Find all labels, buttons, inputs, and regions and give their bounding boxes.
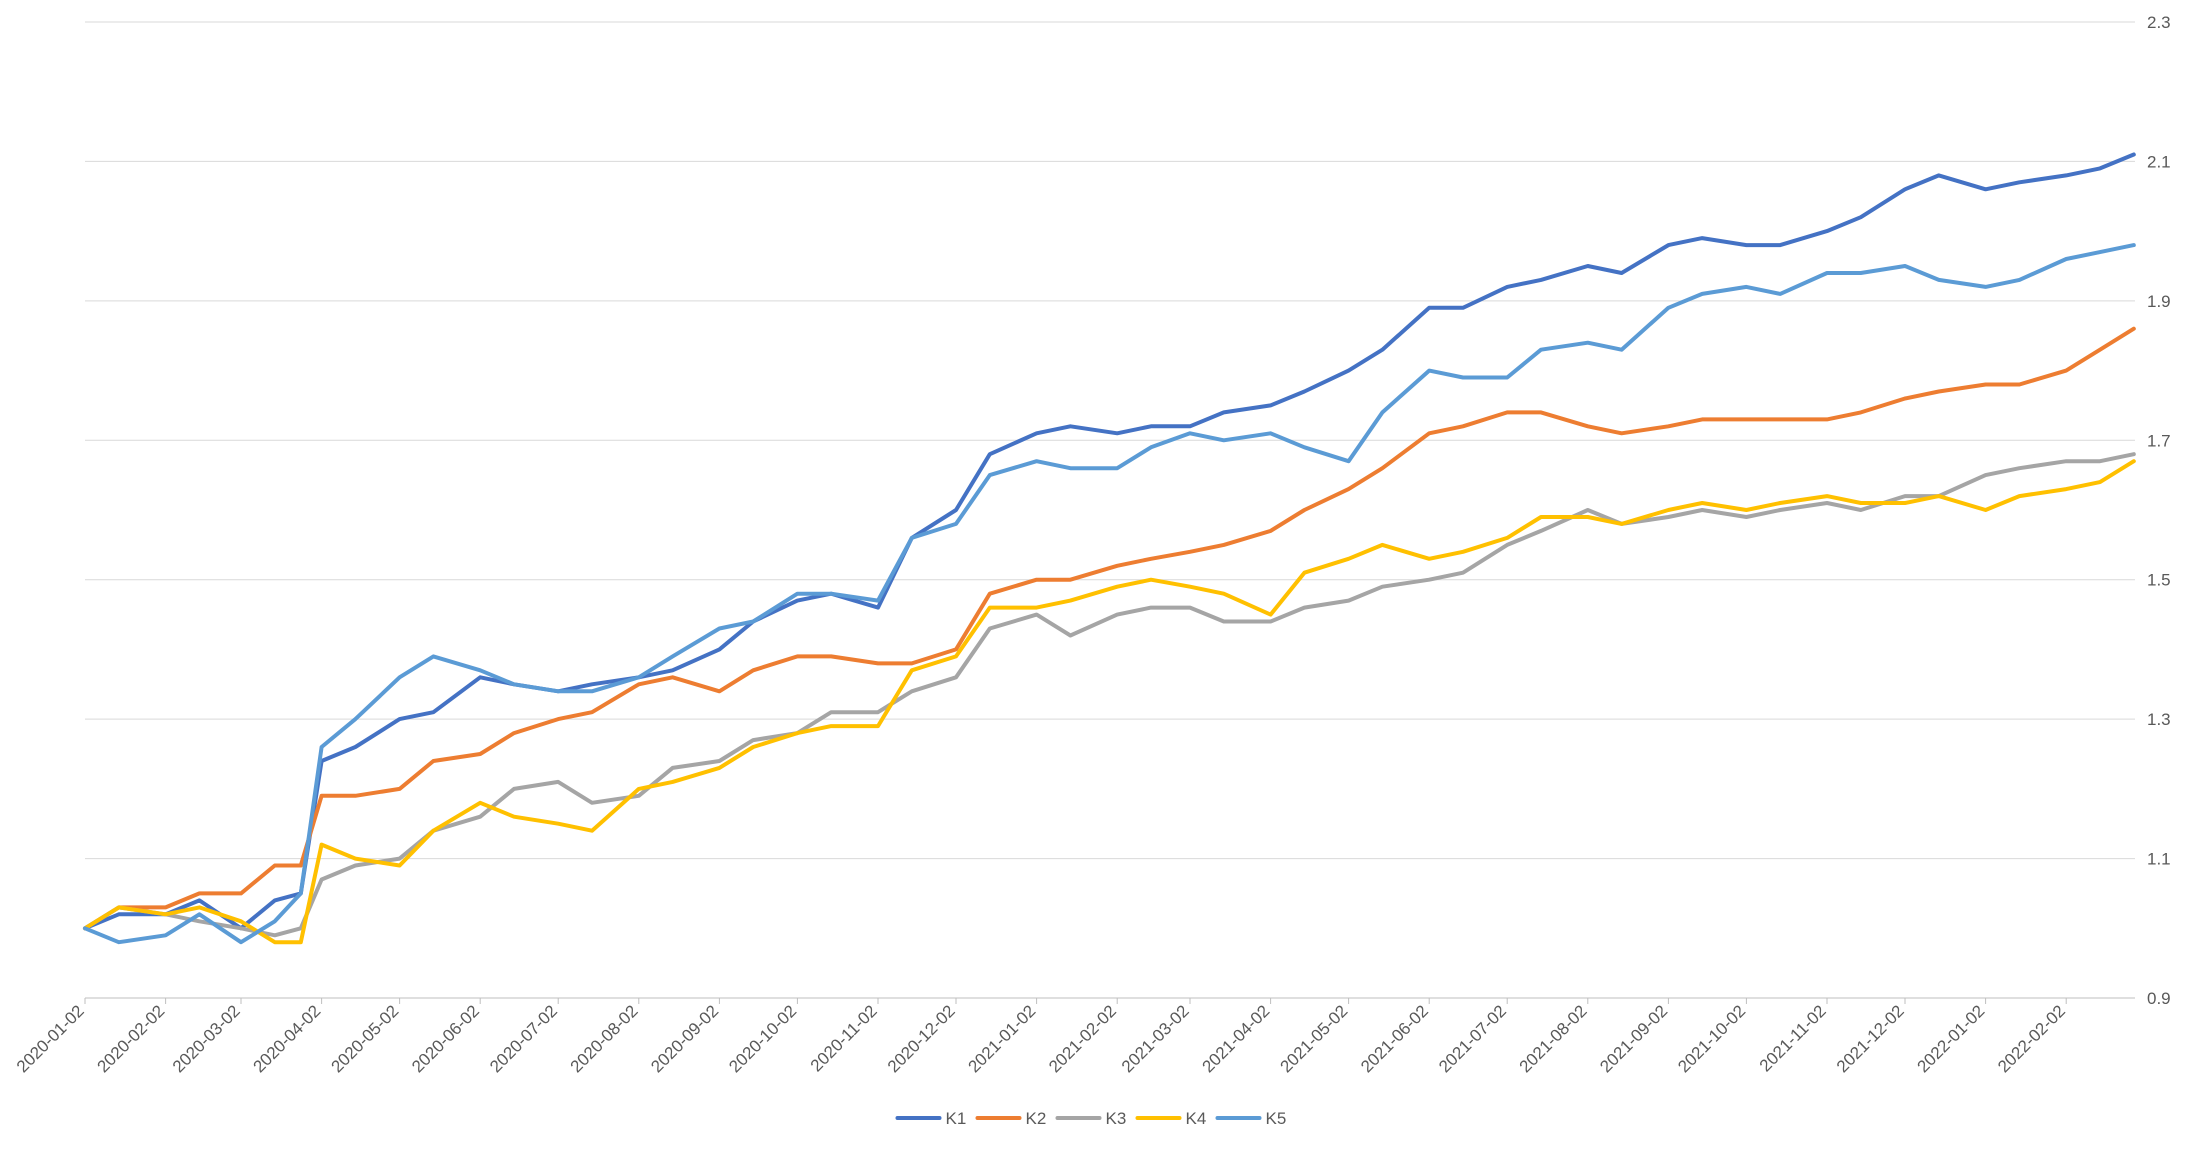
series-line-k3 [83, 452, 2136, 938]
series-line-k1 [83, 152, 2136, 931]
y-tick-label: 0.9 [2147, 989, 2171, 1008]
y-tick-label: 1.1 [2147, 850, 2171, 869]
legend-item-k5[interactable]: K5 [1215, 1109, 1287, 1128]
y-tick-label: 1.3 [2147, 710, 2171, 729]
series-line-k4 [83, 459, 2136, 945]
legend-item-k3[interactable]: K3 [1055, 1109, 1127, 1128]
legend-item-k4[interactable]: K4 [1135, 1109, 1207, 1128]
y-tick-label: 1.9 [2147, 292, 2171, 311]
y-tick-label: 1.7 [2147, 431, 2171, 450]
y-tick-label: 2.3 [2147, 13, 2171, 32]
y-axis-ticks: 0.9 1.1 1.3 1.5 1.7 1.9 2.1 2.3 [2147, 13, 2171, 1008]
series-line-k5 [83, 243, 2136, 945]
series-lines [83, 152, 2136, 945]
legend-item-k2[interactable]: K2 [975, 1109, 1047, 1128]
series-line-k2 [83, 326, 2136, 931]
legend[interactable]: K1 K2 K3 K4 K5 [895, 1109, 1287, 1128]
legend-item-k1[interactable]: K1 [895, 1109, 967, 1128]
gridlines [85, 21, 2135, 860]
legend-label: K4 [1186, 1109, 1207, 1128]
y-tick-label: 1.5 [2147, 571, 2171, 590]
legend-label: K3 [1106, 1109, 1127, 1128]
x-axis [84, 997, 2135, 1004]
legend-label: K2 [1026, 1109, 1047, 1128]
legend-label: K5 [1266, 1109, 1287, 1128]
legend-label: K1 [946, 1109, 967, 1128]
y-tick-label: 2.1 [2147, 152, 2171, 171]
